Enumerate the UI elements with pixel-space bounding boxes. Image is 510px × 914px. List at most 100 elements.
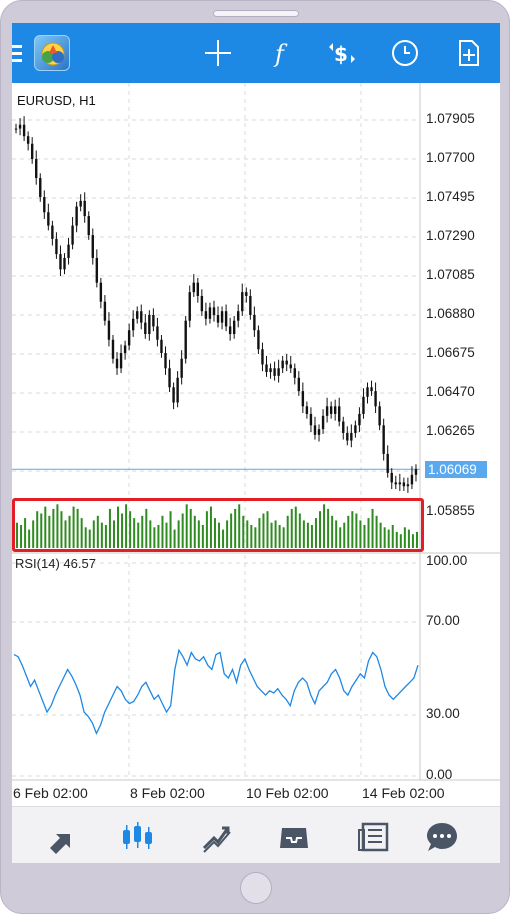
volume-bar [121,513,124,548]
candle-body [289,364,292,369]
home-button[interactable] [240,872,272,904]
volume-bar [193,515,196,548]
candle-body [342,421,345,433]
volume-bar [173,529,176,548]
chart-icon[interactable] [121,820,155,854]
candle-body [87,216,90,236]
price-axis-label: 1.05855 [426,503,475,518]
volume-bar [387,529,390,548]
volume-bar [185,504,188,548]
chat-icon[interactable] [425,820,459,854]
quotes-icon[interactable] [44,820,78,854]
volume-bar [331,515,334,548]
candle-body [358,413,361,426]
trade-icon[interactable] [200,820,234,854]
volume-bar [84,527,87,548]
price-axis-label: 1.07085 [426,267,475,282]
candle-body [140,311,143,323]
volume-bar [294,506,297,548]
candle-body [390,472,393,483]
period-clock-icon[interactable] [389,37,421,69]
candle-body [39,178,42,198]
trade-icon[interactable]: $ [326,37,358,69]
time-axis-label: 14 Feb 02:00 [362,785,445,801]
time-axis-label: 8 Feb 02:00 [130,785,205,801]
history-icon[interactable] [277,820,311,854]
indicators-icon[interactable]: f [265,37,297,69]
volume-bar [314,518,317,548]
volume-bar [222,529,225,548]
candle-body [200,295,204,312]
volume-bar [125,504,128,548]
volume-bar [177,520,180,548]
candle-body [14,128,18,130]
candle-body [245,292,248,296]
volume-bar [181,513,184,548]
candle-body [35,159,38,179]
rsi-axis-label: 70.00 [426,613,460,628]
rsi-axis-label: 0.00 [426,767,453,782]
volume-bar [100,522,103,548]
candle-body [212,307,216,315]
candle-body [220,311,224,323]
volume-bar [254,527,257,548]
app-screen: f $ EURUSD, H1 1.07905 1.07700 1.07495 [12,23,500,863]
volume-bar [266,511,269,548]
volume-bar [141,515,144,548]
price-axis-label: 1.06675 [426,345,475,360]
candle-body [164,353,167,369]
chart-canvas[interactable] [12,83,500,806]
candle-body [241,292,244,312]
candle-body [237,311,240,321]
volume-bar [112,520,115,548]
volume-bar [319,511,322,548]
volume-bar [351,511,354,548]
candle-body [317,429,321,435]
candle-body [107,320,111,340]
candle-body [180,358,183,378]
candle-body [285,360,288,365]
volume-bar [32,520,35,548]
volume-bar [60,511,63,548]
candle-body [228,326,232,335]
bottom-navigation [12,806,500,863]
volume-bar [282,527,285,548]
volume-bar [52,508,55,548]
price-axis-label: 1.06880 [426,306,475,321]
candle-body [67,244,70,258]
candle-body [144,322,147,335]
app-logo-icon[interactable] [34,35,70,71]
candle-body [22,124,26,137]
candle-body [410,474,414,485]
volume-bar [64,520,67,548]
volume-bar [129,511,132,548]
volume-bar [335,520,338,548]
volume-bar [108,508,111,548]
menu-icon[interactable] [12,45,22,63]
crosshair-icon[interactable] [202,37,234,69]
candle-body [188,292,191,321]
volume-bar [246,520,249,548]
candle-body [366,387,369,397]
candle-body [305,406,309,414]
new-order-icon[interactable] [452,37,484,69]
candle-body [374,391,377,407]
volume-bar [379,522,382,548]
volume-bar [226,520,229,548]
svg-text:f: f [273,40,288,68]
candle-body [208,307,212,319]
volume-bar [411,534,414,548]
volume-bar [347,515,350,548]
candle-body [148,315,151,335]
volume-bar [36,511,39,548]
candle-body [83,200,86,217]
volume-bar [197,520,200,548]
candle-body [370,387,373,392]
candle-body [281,360,284,369]
price-axis-label: 1.07905 [426,111,475,126]
candle-body [136,311,139,319]
volume-bar [290,508,293,548]
candle-body [99,282,103,302]
news-icon[interactable] [357,820,391,854]
chart-area[interactable]: EURUSD, H1 1.07905 1.07700 1.07495 1.072… [12,83,500,806]
